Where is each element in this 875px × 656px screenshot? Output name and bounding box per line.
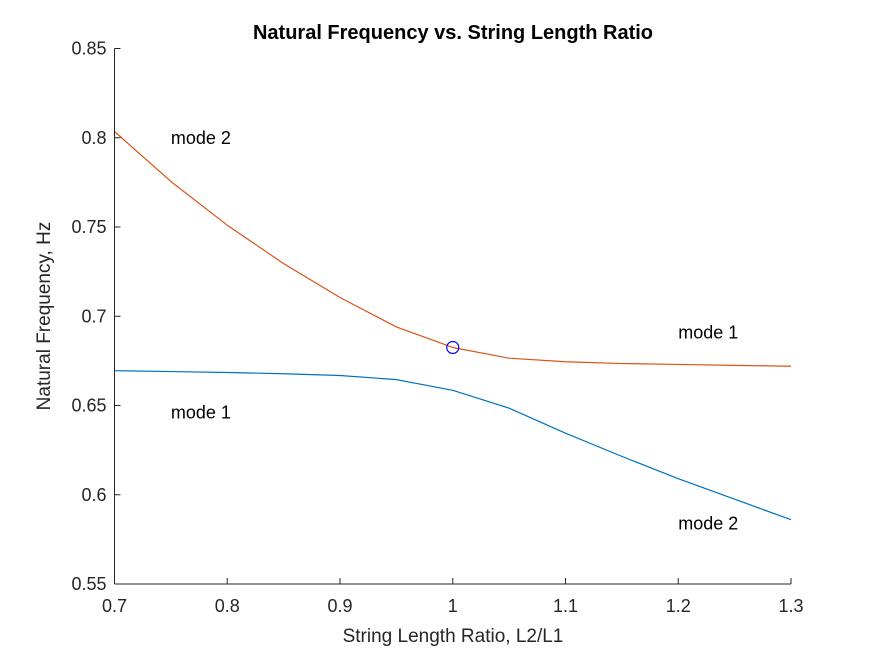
x-tick-label-5: 1.1 <box>553 596 578 616</box>
y-axis-label: Natural Frequency, Hz <box>34 222 55 411</box>
x-tick-label-4: 1 <box>448 596 458 616</box>
series-layer <box>114 131 792 521</box>
annotation-label-3: mode 1 <box>678 322 738 342</box>
y-tick-label-1: 0.55 <box>71 574 106 594</box>
x-axis-label: String Length Ratio, L2/L1 <box>343 626 564 647</box>
y-tick-label-7: 0.85 <box>71 39 106 59</box>
x-tick-label-6: 1.2 <box>666 596 691 616</box>
y-tick-label-6: 0.8 <box>81 128 106 148</box>
marker-layer <box>446 340 460 355</box>
plot-area: mode 2 mode 1 mode 1 mode 2 <box>114 128 792 534</box>
x-tick-label-3: 0.9 <box>327 596 352 616</box>
x-tick-label-7: 1.3 <box>778 596 803 616</box>
y-ticks: 0.55 0.6 0.65 0.7 0.75 0.8 0.85 <box>71 39 121 594</box>
annotation-label-2: mode 1 <box>171 403 231 423</box>
x-tick-label-1: 0.7 <box>102 596 127 616</box>
y-tick-label-5: 0.75 <box>71 217 106 237</box>
chart-title: Natural Frequency vs. String Length Rati… <box>253 22 653 44</box>
y-tick-label-3: 0.65 <box>71 396 106 416</box>
series-line-2 <box>114 131 792 367</box>
annotation-layer: mode 2 mode 1 mode 1 mode 2 <box>171 128 738 534</box>
annotation-label-1: mode 2 <box>171 128 231 148</box>
series-line-1 <box>114 370 792 521</box>
y-tick-label-4: 0.7 <box>81 306 106 326</box>
y-tick-label-2: 0.6 <box>81 485 106 505</box>
circle-marker-1 <box>446 340 460 355</box>
x-ticks: 0.7 0.8 0.9 1 1.1 1.2 1.3 <box>102 578 804 616</box>
annotation-label-4: mode 2 <box>678 513 738 533</box>
x-tick-label-2: 0.8 <box>215 596 240 616</box>
